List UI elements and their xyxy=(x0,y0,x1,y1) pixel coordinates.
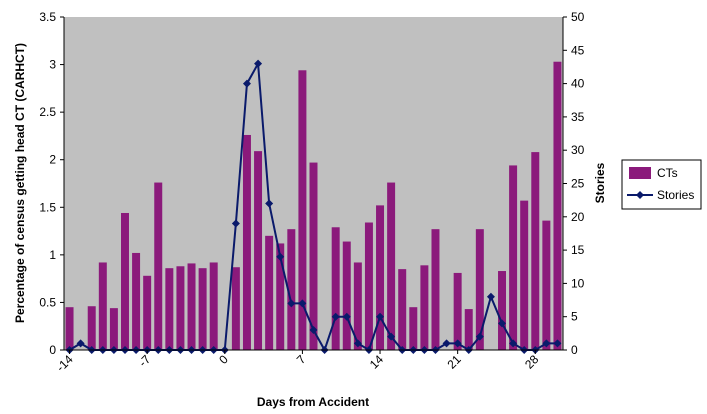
point-stories xyxy=(387,332,396,341)
legend-label-cts: CTs xyxy=(657,166,678,180)
bar-cts xyxy=(143,275,152,350)
bar-cts xyxy=(364,222,373,350)
y2-tick-label: 5 xyxy=(571,310,578,324)
bar-cts xyxy=(109,308,118,350)
x-tick-label: -14 xyxy=(54,352,76,374)
point-stories xyxy=(342,312,351,321)
y2-tick-label: 20 xyxy=(571,210,585,224)
point-stories xyxy=(376,312,385,321)
bar-cts xyxy=(376,205,385,350)
point-stories xyxy=(287,299,296,308)
bar-cts xyxy=(154,182,163,350)
bar-cts xyxy=(453,272,462,350)
bar-cts xyxy=(520,200,529,350)
point-stories xyxy=(498,319,507,328)
bar-cts xyxy=(498,271,506,350)
y2-tick-label: 40 xyxy=(571,77,585,91)
bar-cts xyxy=(509,165,518,350)
point-stories xyxy=(542,339,551,348)
point-stories xyxy=(553,339,562,348)
bar-cts xyxy=(353,262,362,350)
x-tick-label: 28 xyxy=(522,352,542,372)
bar-cts xyxy=(464,309,473,350)
x-tick-label: 0 xyxy=(216,352,231,367)
y2-tick-label: 45 xyxy=(571,43,585,57)
y-tick-label: 2.5 xyxy=(39,105,56,119)
y2-axis-title: Stories xyxy=(593,162,607,203)
bar-cts xyxy=(121,212,129,350)
bar-cts xyxy=(387,182,396,350)
y-tick-label: 3.5 xyxy=(39,10,56,24)
point-stories xyxy=(298,299,307,308)
y-tick-label: 0.5 xyxy=(39,295,56,309)
point-stories xyxy=(254,59,263,68)
y2-tick-label: 30 xyxy=(571,143,585,157)
legend-swatch-cts xyxy=(629,167,651,179)
bar-cts xyxy=(209,262,218,350)
point-stories xyxy=(453,339,462,348)
y2-tick-label: 35 xyxy=(571,110,585,124)
y-tick-label: 1 xyxy=(49,248,56,262)
y2-tick-label: 0 xyxy=(571,343,578,357)
x-tick-label: -7 xyxy=(136,352,154,370)
point-stories xyxy=(242,79,251,88)
point-stories xyxy=(475,332,484,341)
x-tick-label: 14 xyxy=(367,352,387,372)
y-tick-label: 1.5 xyxy=(39,200,56,214)
bar-cts xyxy=(298,70,307,350)
bar-cts xyxy=(65,307,74,350)
y-tick-label: 0 xyxy=(49,343,56,357)
bar-cts xyxy=(265,235,274,350)
bar-cts xyxy=(98,262,107,350)
point-stories xyxy=(309,326,318,335)
point-stories xyxy=(353,339,362,348)
bar-cts xyxy=(287,229,296,350)
bar-cts xyxy=(342,241,351,350)
bar-cts xyxy=(132,252,141,350)
bar-cts xyxy=(331,227,340,350)
y2-tick-label: 50 xyxy=(571,10,585,24)
x-tick-label: 21 xyxy=(444,352,464,372)
y2-tick-label: 15 xyxy=(571,243,585,257)
legend-label-stories: Stories xyxy=(657,188,694,202)
bar-cts xyxy=(198,268,207,350)
bar-cts xyxy=(398,269,407,350)
y-tick-label: 3 xyxy=(49,58,56,72)
bar-cts xyxy=(165,268,174,350)
y-tick-label: 2 xyxy=(49,153,56,167)
point-stories xyxy=(276,252,285,261)
bar-cts xyxy=(309,162,318,350)
point-stories xyxy=(442,339,451,348)
bar-cts xyxy=(254,151,263,350)
bar-cts xyxy=(431,229,440,350)
legend: CTs Stories xyxy=(621,159,702,210)
y2-tick-label: 25 xyxy=(571,177,585,191)
x-axis-title: Days from Accident xyxy=(257,395,369,409)
point-stories xyxy=(265,199,274,208)
bar-cts xyxy=(176,266,185,350)
point-stories xyxy=(486,292,495,301)
bar-cts xyxy=(542,220,551,350)
point-stories xyxy=(331,312,340,321)
y-axis-title: Percentage of census getting head CT (CA… xyxy=(13,43,27,323)
bar-cts xyxy=(242,134,251,350)
bar-cts xyxy=(87,306,96,350)
bar-cts xyxy=(276,243,285,350)
bar-cts xyxy=(231,267,240,350)
point-stories xyxy=(509,339,518,348)
bar-cts xyxy=(531,152,540,350)
y2-tick-label: 10 xyxy=(571,276,585,290)
x-tick-label: 7 xyxy=(294,352,309,367)
bar-cts xyxy=(475,229,484,350)
point-stories xyxy=(231,219,240,228)
bar-cts xyxy=(420,265,429,350)
bar-cts xyxy=(553,61,562,350)
point-stories xyxy=(76,339,85,348)
legend-swatch-stories-marker xyxy=(636,191,644,199)
bar-cts xyxy=(187,263,196,350)
bar-cts xyxy=(409,307,418,350)
